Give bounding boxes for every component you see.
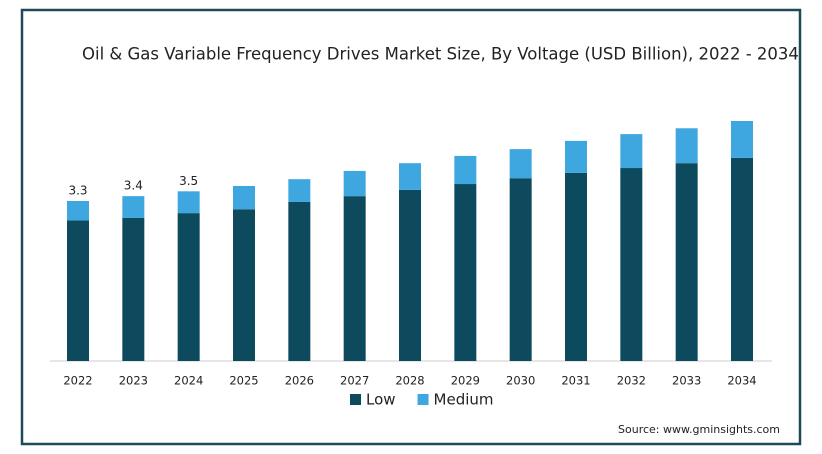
x-tick-label: 2031 — [561, 374, 590, 388]
total-label: 3.5 — [179, 174, 198, 188]
total-label: 3.4 — [124, 179, 143, 193]
bar-segment — [399, 189, 421, 361]
bar-segment — [177, 191, 200, 214]
bar-segment — [67, 220, 89, 361]
bar-segment — [565, 172, 587, 361]
x-tick-label: 2029 — [451, 374, 480, 388]
bar-segment — [343, 170, 366, 197]
legend-label: Medium — [434, 391, 494, 409]
x-tick-label: 2034 — [727, 374, 756, 388]
bar-segment — [620, 168, 643, 361]
bar-segment — [233, 185, 255, 210]
x-tick-label: 2033 — [672, 374, 701, 388]
x-tick-label: 2025 — [229, 374, 258, 388]
total-label: 3.3 — [68, 184, 87, 198]
bar-segment — [620, 134, 643, 169]
x-tick-label: 2023 — [119, 374, 148, 388]
bar-segment — [177, 213, 200, 361]
legend-label: Low — [366, 391, 396, 409]
bar-segment — [565, 140, 587, 173]
bar-segment — [67, 201, 89, 221]
bar-segment — [509, 149, 532, 179]
bar-segment — [454, 155, 477, 185]
x-tick-label: 2030 — [506, 374, 535, 388]
x-tick-label: 2027 — [340, 374, 369, 388]
chart-title: Oil & Gas Variable Frequency Drives Mark… — [82, 45, 799, 64]
bar-segment — [288, 179, 311, 202]
bar-segment — [399, 163, 421, 190]
x-tick-label: 2028 — [395, 374, 424, 388]
x-tick-label: 2024 — [174, 374, 203, 388]
x-tick-label: 2022 — [63, 374, 92, 388]
bar-segment — [731, 157, 753, 361]
bar-segment — [233, 209, 255, 361]
bar-segment — [675, 163, 698, 361]
bar-segment — [122, 217, 145, 361]
bar-segment — [731, 121, 753, 158]
x-tick-label: 2026 — [285, 374, 314, 388]
legend-swatch — [417, 394, 429, 405]
bar-segment — [675, 128, 698, 164]
bar-segment — [509, 178, 532, 361]
bar-segment — [288, 201, 311, 361]
source: Source: www.gminsights.com — [618, 423, 780, 436]
x-tick-label: 2032 — [617, 374, 646, 388]
bar-segment — [454, 184, 477, 361]
bar-segment — [122, 196, 145, 218]
legend-swatch — [350, 394, 361, 405]
bar-segment — [343, 196, 366, 361]
